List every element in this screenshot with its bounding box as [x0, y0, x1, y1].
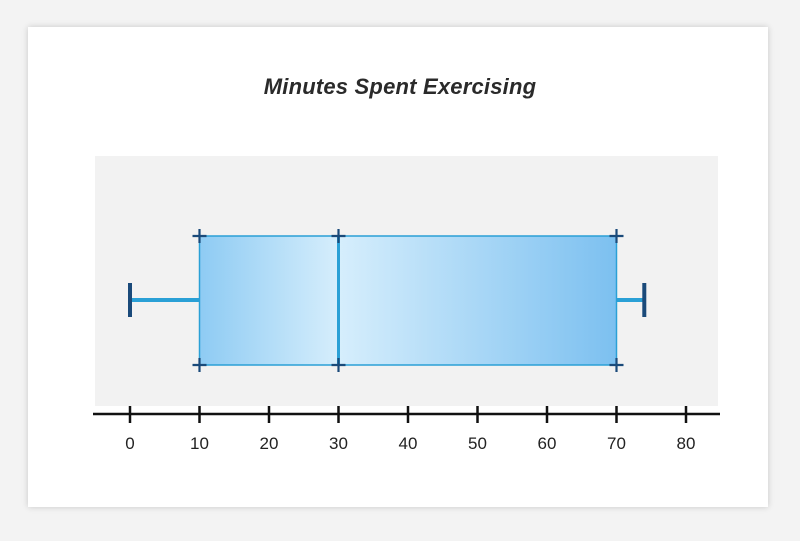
corner-marker-0: [192, 229, 207, 243]
box-lower-half: [198, 235, 340, 366]
box-upper-half: [337, 235, 618, 366]
x-tick-label-50: 50: [468, 434, 487, 453]
x-tick-label-40: 40: [399, 434, 418, 453]
x-tick-label-70: 70: [607, 434, 626, 453]
x-tick-label-60: 60: [538, 434, 557, 453]
corner-marker-2: [609, 229, 624, 243]
x-tick-label-10: 10: [190, 434, 209, 453]
corner-marker-3: [192, 358, 207, 372]
x-tick-label-20: 20: [260, 434, 279, 453]
corner-marker-4: [331, 358, 346, 372]
x-tick-label-80: 80: [677, 434, 696, 453]
corner-marker-1: [331, 229, 346, 243]
corner-marker-5: [609, 358, 624, 372]
x-tick-label-30: 30: [329, 434, 348, 453]
chart-title: Minutes Spent Exercising: [263, 74, 537, 99]
x-tick-label-0: 0: [125, 434, 134, 453]
